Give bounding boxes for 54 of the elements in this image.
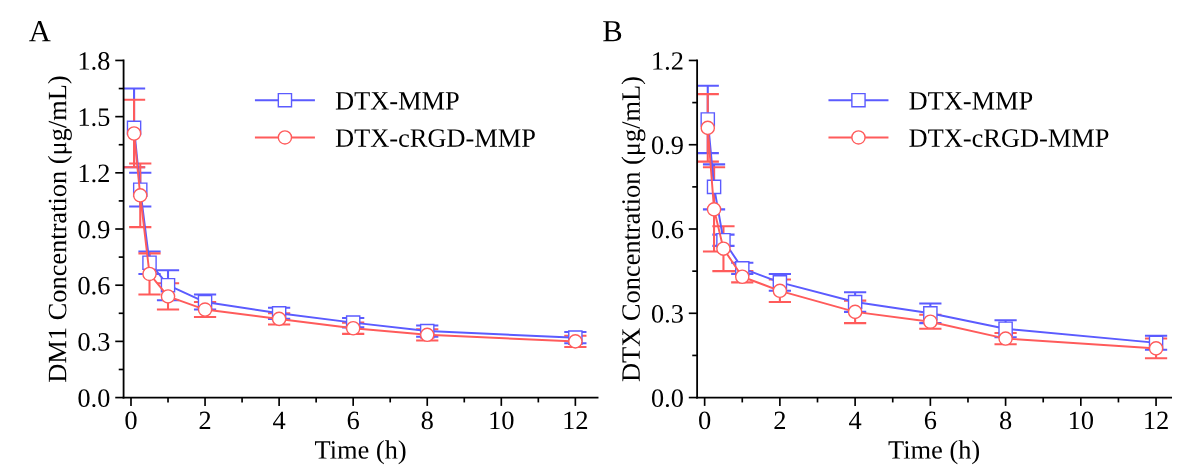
point (1148, 341, 1164, 356)
y-tick-label: 0.0 (78, 389, 110, 408)
y-tick-label: 0.3 (78, 332, 110, 351)
point (271, 311, 287, 327)
point (160, 289, 176, 304)
point (706, 202, 722, 217)
x-tick-label: 12 (564, 411, 588, 430)
point (847, 304, 863, 320)
x-tick-label: 0 (125, 411, 137, 430)
y-axis-title: DTX Concentration (μg/mL) (621, 77, 646, 382)
y-tick-label: 0.9 (651, 136, 683, 155)
x-tick-label: 8 (1000, 411, 1012, 430)
x-tick-label: 2 (199, 411, 211, 430)
point (998, 331, 1013, 346)
legend-label: DTX-cRGD-MMP (909, 129, 1109, 147)
point (197, 302, 213, 317)
text: A (29, 21, 51, 42)
point (568, 334, 583, 349)
y-tick-label: 1.5 (79, 108, 110, 127)
y-axis-title: DM1 Concentration (μg/mL) (47, 76, 72, 382)
legend-label: DTX-cRGD-MMP (335, 129, 535, 147)
point (923, 314, 938, 330)
point (132, 188, 148, 203)
x-tick-label: 4 (273, 411, 286, 430)
y-tick-label: 0.6 (651, 220, 684, 239)
point (700, 120, 716, 136)
x-axis-title: Time (h) (315, 440, 406, 465)
y-tick-label: 0.3 (651, 304, 683, 323)
y-tick-label: 0.9 (78, 220, 110, 239)
point (772, 283, 788, 299)
point (734, 269, 750, 285)
point (126, 126, 142, 141)
text: B (603, 21, 622, 42)
x-tick-label: 10 (490, 411, 514, 430)
x-tick-label: 2 (774, 411, 786, 430)
y-tick-label: 0.0 (651, 389, 683, 408)
x-tick-label: 6 (347, 411, 359, 430)
point (142, 266, 157, 282)
x-tick-label: 6 (924, 411, 937, 430)
legend-label: DTX-MMP (335, 92, 459, 110)
x-tick-label: 8 (421, 411, 433, 430)
y-tick-label: 1.2 (79, 164, 109, 183)
x-axis-title: Time (h) (888, 440, 980, 465)
point (716, 241, 731, 256)
x-tick-label: 10 (1069, 411, 1094, 430)
y-tick-label: 1.2 (653, 52, 683, 70)
point (419, 327, 435, 343)
point (345, 320, 361, 336)
x-tick-label: 12 (1145, 411, 1168, 430)
x-tick-label: 0 (699, 411, 711, 430)
legend-label: DTX-MMP (909, 92, 1033, 110)
y-tick-label: 1.8 (79, 52, 110, 70)
x-tick-label: 4 (849, 411, 862, 430)
y-tick-label: 0.6 (78, 276, 110, 295)
